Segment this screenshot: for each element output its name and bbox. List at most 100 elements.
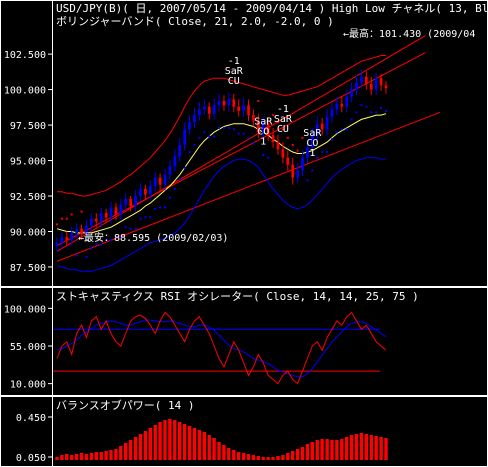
bop-bar-9 — [99, 452, 103, 460]
channel-line-1 — [56, 52, 426, 247]
bop-bar-35 — [227, 448, 231, 460]
candle-body-52 — [311, 135, 314, 148]
parabolic-dot-0 — [56, 223, 58, 226]
low-annotation: ←最安：88.595 (2009/02/03) — [78, 231, 228, 244]
parabolic-dot-36 — [232, 128, 235, 131]
parabolic-dot-20 — [154, 207, 157, 210]
parabolic-dot-13 — [119, 236, 122, 239]
candle-body-23 — [168, 166, 172, 175]
parabolic-dot-59 — [345, 128, 348, 131]
parabolic-dot-56 — [331, 138, 333, 141]
bop-bar-30 — [202, 432, 206, 460]
parabolic-dot-39 — [247, 136, 250, 139]
parabolic-dot-48 — [291, 143, 294, 146]
parabolic-dot-57 — [335, 131, 338, 134]
sar-marker-2-line-2: 1 — [260, 137, 266, 148]
sar-marker-2-line-0: SaR — [254, 117, 273, 128]
bop-bar-65 — [374, 436, 378, 460]
parabolic-dot-12 — [114, 236, 117, 239]
price-panel-frame — [0, 0, 488, 287]
stoch-line — [56, 311, 387, 385]
bop-bar-48 — [291, 451, 295, 460]
bop-bar-21 — [158, 422, 162, 460]
bop-bar-22 — [163, 420, 167, 460]
candle-body-31 — [207, 106, 211, 114]
parabolic-dot-62 — [360, 104, 363, 107]
bop-bar-31 — [207, 435, 211, 460]
bop-bar-47 — [286, 453, 290, 460]
bop-bar-0 — [55, 457, 59, 460]
bop-bar-4 — [74, 454, 79, 460]
parabolic-dot-23 — [168, 196, 171, 199]
bop-bar-26 — [183, 424, 187, 460]
sar-marker-3-line-1: CO — [306, 138, 318, 149]
parabolic-dot-63 — [365, 105, 368, 108]
parabolic-dot-37 — [237, 132, 240, 135]
parabolic-dot-29 — [198, 136, 201, 139]
parabolic-dot-8 — [95, 243, 98, 246]
candle-body-58 — [340, 103, 344, 107]
bop-bar-1 — [60, 455, 64, 460]
candle-body-40 — [252, 115, 255, 121]
candle-body-9 — [99, 213, 103, 222]
parabolic-dot-46 — [281, 128, 284, 131]
bop-bar-2 — [65, 454, 69, 460]
bop-bar-23 — [168, 419, 172, 460]
candle-body-33 — [217, 100, 221, 106]
candle-body-12 — [114, 207, 118, 215]
stoch-tick-label-0: 100.000 — [4, 304, 46, 315]
candle-body-55 — [325, 116, 329, 130]
candle-body-38 — [242, 105, 245, 111]
bop-bar-13 — [119, 446, 123, 460]
parabolic-dot-50 — [301, 136, 304, 139]
bop-bar-42 — [261, 457, 265, 460]
bop-bar-62 — [359, 433, 364, 460]
bop-bar-52 — [310, 442, 314, 460]
parabolic-dot-11 — [110, 239, 112, 241]
bop-bar-8 — [94, 452, 98, 460]
candle-body-13 — [119, 204, 123, 215]
sar-marker-0-line-0: -1 — [228, 56, 240, 67]
candle-body-25 — [178, 144, 182, 157]
bop-bar-5 — [79, 453, 84, 460]
price-header-line1: USD/JPY(B)( 日, 2007/05/14 - 2009/04/14 )… — [56, 2, 488, 15]
candle-body-26 — [183, 129, 186, 145]
parabolic-dot-32 — [213, 135, 216, 138]
candle-body-24 — [173, 156, 177, 167]
bop-bar-40 — [251, 455, 256, 460]
candle-body-62 — [360, 76, 363, 83]
candle-body-39 — [247, 105, 250, 116]
candle-body-17 — [139, 188, 142, 196]
parabolic-dot-6 — [85, 256, 88, 258]
candle-body-15 — [129, 198, 132, 206]
candle-body-28 — [193, 115, 196, 123]
candle-body-1 — [60, 237, 64, 243]
bop-bar-33 — [217, 442, 221, 460]
sar-marker-0-line-2: CU — [228, 76, 240, 87]
sar-marker-2-line-1: CO — [257, 127, 269, 138]
parabolic-dot-49 — [296, 149, 299, 152]
candle-body-57 — [335, 103, 339, 110]
parabolic-dot-33 — [218, 126, 220, 129]
bop-bar-17 — [138, 434, 143, 460]
parabolic-dot-14 — [124, 226, 127, 229]
parabolic-dot-65 — [375, 111, 378, 114]
parabolic-dot-9 — [100, 243, 103, 246]
bop-bar-61 — [354, 434, 359, 460]
candle-body-20 — [153, 177, 157, 187]
bop-bar-59 — [345, 437, 349, 460]
candle-body-2 — [65, 237, 69, 240]
parabolic-dot-38 — [242, 132, 245, 135]
bop-bar-18 — [143, 431, 148, 460]
candle-body-47 — [286, 157, 290, 165]
parabolic-dot-22 — [164, 206, 166, 209]
bop-bar-53 — [315, 440, 319, 460]
parabolic-dot-25 — [178, 178, 181, 180]
bop-bar-29 — [197, 430, 202, 460]
parabolic-dot-3 — [70, 213, 73, 216]
parabolic-dot-30 — [203, 131, 206, 134]
parabolic-dot-24 — [173, 187, 176, 190]
bop-bar-3 — [70, 455, 74, 460]
candle-body-22 — [163, 174, 167, 185]
parabolic-dot-4 — [75, 254, 78, 257]
